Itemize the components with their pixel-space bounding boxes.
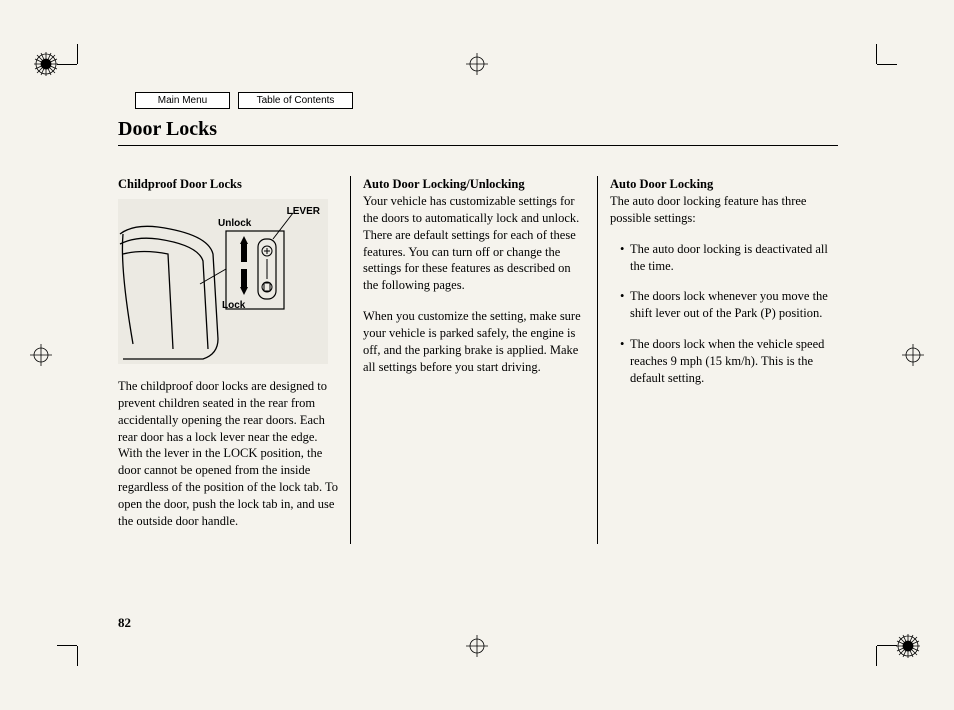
page-title: Door Locks [118, 118, 838, 146]
radial-mark-icon [32, 50, 60, 78]
crop-mark [876, 44, 877, 64]
auto-lock-unlock-heading: Auto Door Locking/Unlocking [363, 177, 525, 191]
auto-lock-item-1: The auto door locking is deactivated all… [620, 241, 828, 275]
crop-mark [77, 646, 78, 666]
page-number: 82 [118, 615, 131, 631]
crop-mark [57, 64, 77, 65]
auto-lock-list: The auto door locking is deactivated all… [610, 241, 828, 387]
main-menu-button[interactable]: Main Menu [135, 92, 230, 109]
registration-mark-icon [902, 344, 924, 366]
diagram-label-lock: Lock [222, 299, 245, 313]
toc-button[interactable]: Table of Contents [238, 92, 353, 109]
auto-lock-intro: The auto door locking feature has three … [610, 194, 806, 225]
registration-mark-icon [466, 53, 488, 75]
registration-mark-icon [30, 344, 52, 366]
column-2: Auto Door Locking/Unlocking Your vehicle … [350, 176, 598, 544]
crop-mark [77, 44, 78, 64]
content-columns: Childproof Door Locks [118, 176, 838, 544]
childproof-heading: Childproof Door Locks [118, 176, 340, 193]
crop-mark [877, 64, 897, 65]
nav-bar: Main Menu Table of Contents [135, 92, 353, 109]
column-1: Childproof Door Locks [118, 176, 350, 544]
page-content: Door Locks Childproof Door Locks [118, 118, 838, 544]
registration-mark-icon [466, 635, 488, 657]
auto-lock-unlock-p1: Your vehicle has customizable settings f… [363, 194, 579, 292]
auto-lock-item-3: The doors lock when the vehicle speed re… [620, 336, 828, 387]
crop-mark [57, 645, 77, 646]
diagram-label-lever: LEVER [287, 205, 320, 219]
childproof-body: The childproof door locks are designed t… [118, 378, 340, 530]
radial-mark-icon [894, 632, 922, 660]
crop-mark [876, 646, 877, 666]
auto-lock-item-2: The doors lock whenever you move the shi… [620, 288, 828, 322]
diagram-label-unlock: Unlock [218, 217, 251, 231]
auto-lock-heading: Auto Door Locking [610, 177, 713, 191]
childproof-diagram: LEVER Unlock Lock [118, 199, 328, 364]
column-3: Auto Door Locking The auto door locking f… [598, 176, 838, 544]
auto-lock-unlock-p2: When you customize the setting, make sur… [363, 308, 587, 376]
